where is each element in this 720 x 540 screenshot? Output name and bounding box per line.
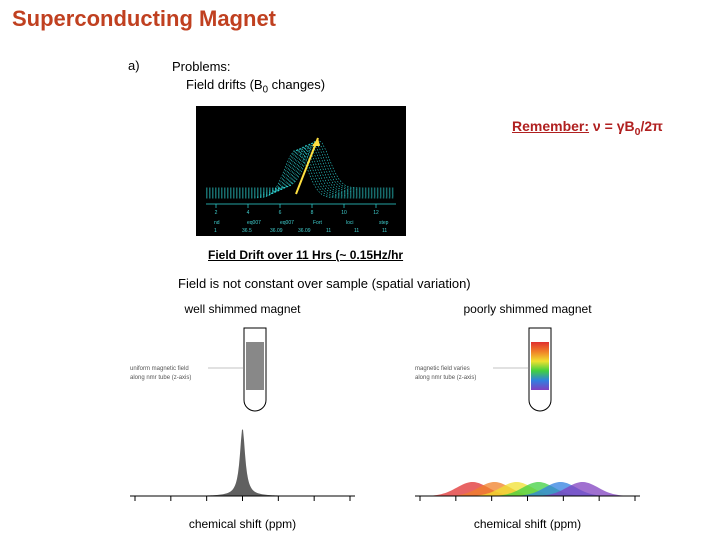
svg-text:eq007: eq007 bbox=[247, 220, 261, 226]
poorly-shimmed-axis-label: chemical shift (ppm) bbox=[405, 517, 650, 531]
problems-block: Problems: Field drifts (B0 changes) bbox=[172, 58, 325, 96]
poorly-shimmed-title: poorly shimmed magnet bbox=[405, 302, 650, 316]
drift-plot: 2 4 6 8 10 12 nd eq007 eq007 Fort loci step 1 36.5 36.… bbox=[196, 106, 406, 236]
svg-text:1: 1 bbox=[214, 228, 217, 234]
svg-text:Fort: Fort bbox=[313, 220, 323, 226]
svg-text:nd: nd bbox=[214, 220, 220, 226]
page-title: Superconducting Magnet bbox=[12, 6, 276, 32]
svg-text:12: 12 bbox=[373, 210, 379, 216]
svg-text:8: 8 bbox=[311, 210, 314, 216]
poorly-shimmed-spectrum bbox=[405, 422, 650, 510]
svg-text:36.09: 36.09 bbox=[298, 228, 311, 234]
well-shimmed-tube: uniform magnetic field along nmr tube (z-… bbox=[120, 322, 365, 422]
svg-text:step: step bbox=[379, 220, 389, 226]
svg-text:4: 4 bbox=[247, 210, 250, 216]
poorly-shimmed-tube: magnetic field varies along nmr tube (z-a… bbox=[405, 322, 650, 422]
problem-1: Field drifts (B0 changes) bbox=[186, 76, 325, 97]
well-shimmed-title: well shimmed magnet bbox=[120, 302, 365, 316]
svg-text:36.09: 36.09 bbox=[270, 228, 283, 234]
svg-text:loci: loci bbox=[346, 220, 354, 226]
svg-text:along nmr tube (z-axis): along nmr tube (z-axis) bbox=[130, 375, 191, 381]
drift-caption: Field Drift over 11 Hrs (~ 0.15Hz/hr bbox=[208, 248, 403, 262]
spatial-variation-text: Field is not constant over sample (spati… bbox=[178, 276, 471, 291]
svg-text:10: 10 bbox=[341, 210, 347, 216]
svg-text:along nmr tube (z-axis): along nmr tube (z-axis) bbox=[415, 375, 476, 381]
svg-text:eq007: eq007 bbox=[280, 220, 294, 226]
svg-text:uniform magnetic field: uniform magnetic field bbox=[130, 366, 189, 372]
well-shimmed-column: well shimmed magnet uniform magnetic fie… bbox=[120, 302, 365, 531]
svg-text:11: 11 bbox=[382, 228, 387, 234]
svg-text:2: 2 bbox=[215, 210, 218, 216]
svg-text:magnetic field varies: magnetic field varies bbox=[415, 366, 470, 372]
poorly-shimmed-column: poorly shimmed magnet magnetic field var… bbox=[405, 302, 650, 531]
svg-text:6: 6 bbox=[279, 210, 282, 216]
well-shimmed-spectrum bbox=[120, 422, 365, 510]
svg-text:36.5: 36.5 bbox=[242, 228, 252, 234]
svg-text:11: 11 bbox=[354, 228, 359, 234]
remember-formula: Remember: ν = γB0/2π bbox=[512, 118, 663, 138]
shim-figure: well shimmed magnet uniform magnetic fie… bbox=[120, 302, 650, 522]
svg-text:11: 11 bbox=[326, 228, 331, 234]
problems-label: Problems: bbox=[172, 58, 325, 76]
list-marker: a) bbox=[128, 58, 140, 73]
well-shimmed-axis-label: chemical shift (ppm) bbox=[120, 517, 365, 531]
